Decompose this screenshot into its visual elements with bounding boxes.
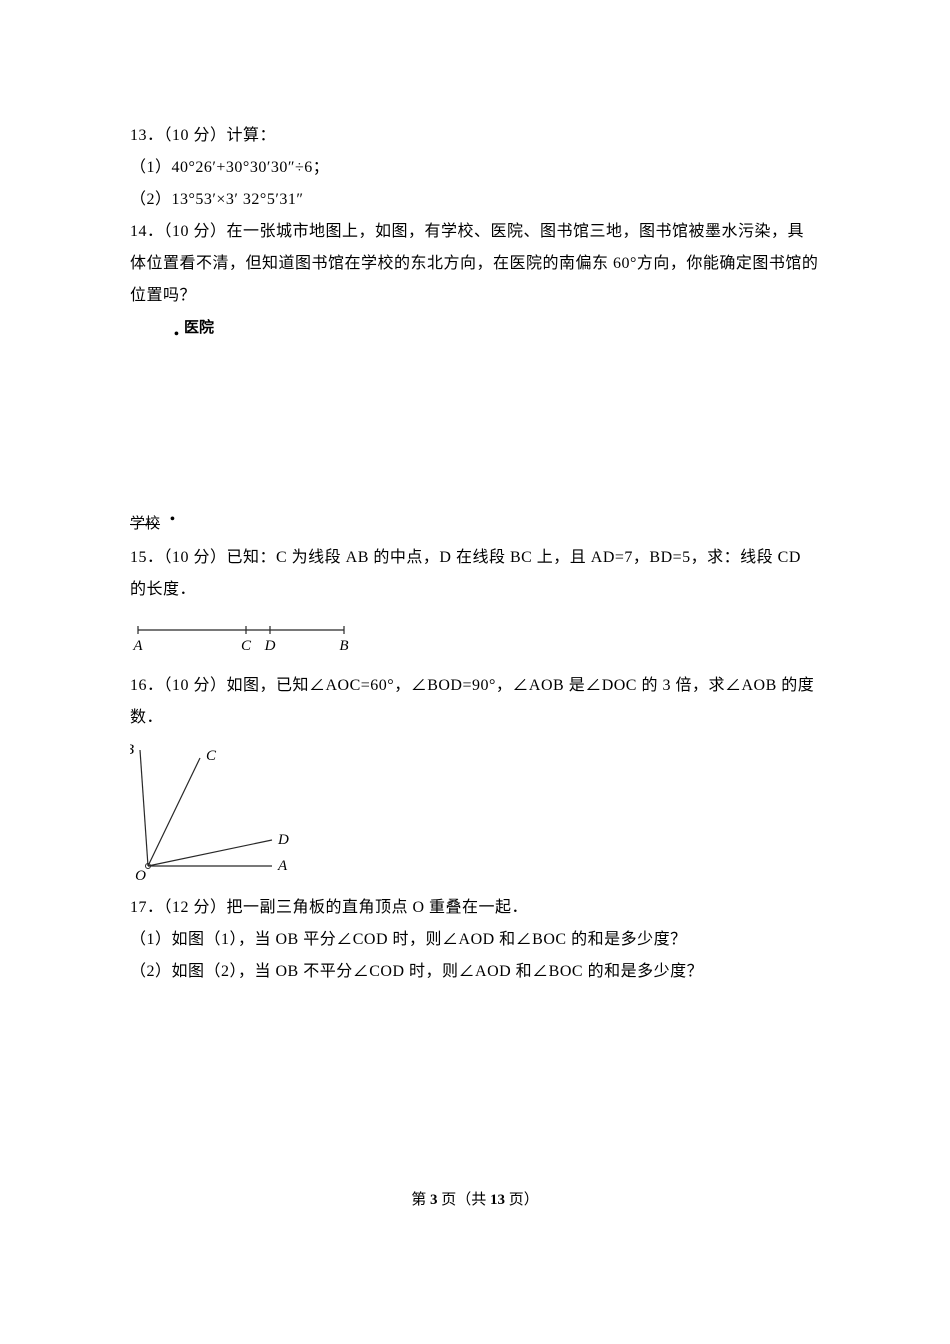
q13-part1: （1）40°26′+30°30′30″÷6； — [130, 152, 820, 184]
q15-figure: A CD B — [130, 616, 820, 656]
q13-part2: （2）13°53′×3′ 32°5′31″ — [130, 184, 820, 216]
footer-prefix: 第 — [411, 1192, 426, 1208]
footer-pagenum: 3 — [430, 1192, 438, 1208]
page-footer: 第 3 页（共 13 页） — [130, 1188, 820, 1209]
svg-text:D: D — [277, 832, 289, 848]
svg-text:D: D — [264, 638, 276, 654]
q13-title: 13．（10 分）计算： — [130, 120, 820, 152]
hospital-label: 医院 — [184, 316, 214, 337]
q17-p1: （1）如图（1），当 OB 平分∠COD 时，则∠AOD 和∠BOC 的和是多少… — [130, 924, 820, 956]
svg-text:A: A — [277, 858, 288, 874]
school-dot: • — [170, 512, 175, 528]
q17-title: 17．（12 分）把一副三角板的直角顶点 O 重叠在一起． — [130, 892, 820, 924]
svg-text:A: A — [132, 638, 143, 654]
school-label: 学校 — [130, 512, 160, 533]
q16-figure: B C DA O — [130, 740, 820, 880]
q15-text: 15．（10 分）已知：C 为线段 AB 的中点，D 在线段 BC 上，且 AD… — [130, 542, 820, 606]
footer-mid: 页（共 — [441, 1192, 486, 1208]
q14-text: 14．（10 分）在一张城市地图上，如图，有学校、医院、图书馆三地，图书馆被墨水… — [130, 216, 820, 312]
footer-total: 13 — [490, 1192, 505, 1208]
footer-suffix: 页） — [509, 1192, 539, 1208]
svg-text:B: B — [130, 742, 134, 758]
svg-text:C: C — [241, 638, 252, 654]
svg-text:C: C — [206, 748, 217, 764]
svg-text:O: O — [135, 868, 146, 880]
q14-map: • 医院 学校 • — [130, 316, 820, 536]
q17-p2: （2）如图（2），当 OB 不平分∠COD 时，则∠AOD 和∠BOC 的和是多… — [130, 956, 820, 988]
q16-text: 16．（10 分）如图，已知∠AOC=60°，∠BOD=90°，∠AOB 是∠D… — [130, 670, 820, 734]
svg-text:B: B — [339, 638, 348, 654]
hospital-dot: • — [174, 327, 179, 343]
